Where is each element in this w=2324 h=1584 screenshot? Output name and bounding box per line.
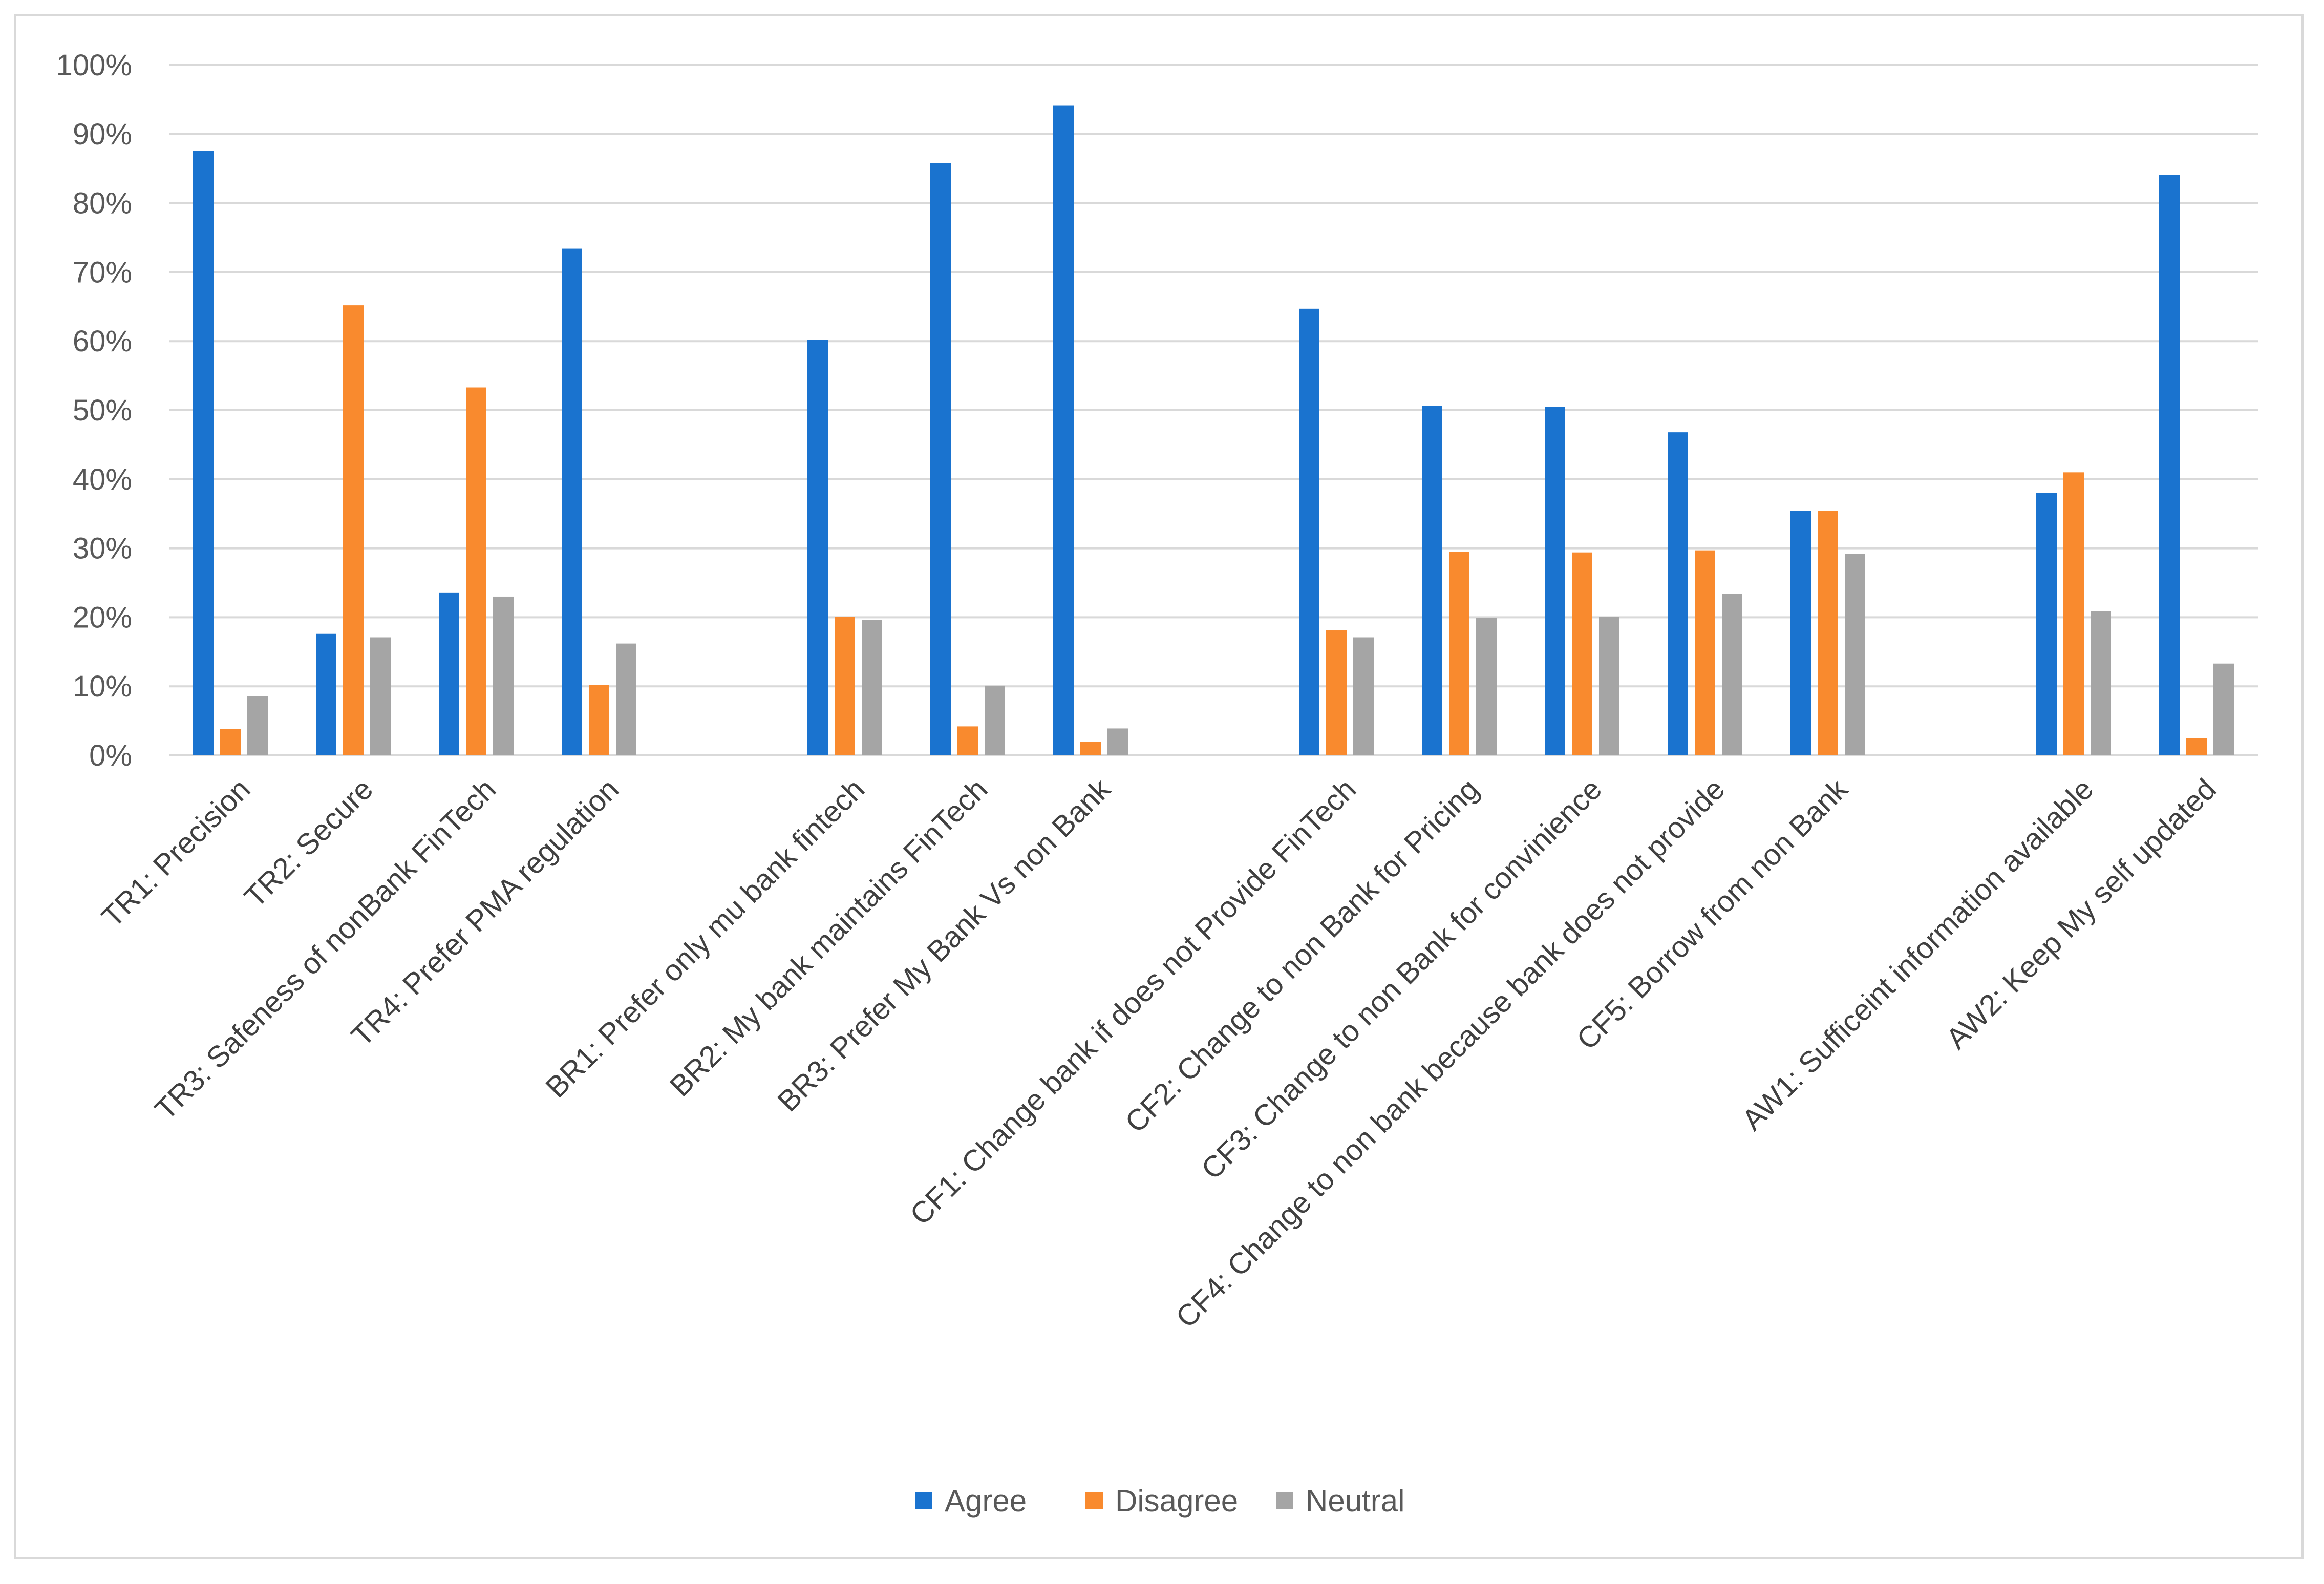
bar-agree xyxy=(2159,175,2180,755)
y-tick-label: 100% xyxy=(56,49,132,82)
bar-disagree xyxy=(1572,552,1592,755)
y-tick-label: 90% xyxy=(73,118,132,151)
bar-agree xyxy=(1299,308,1319,755)
bar-disagree xyxy=(1326,630,1347,755)
legend-label-agree: Agree xyxy=(945,1484,1027,1518)
bar-disagree xyxy=(220,729,241,755)
bar-agree xyxy=(1422,406,1442,755)
bar-disagree xyxy=(957,726,978,755)
bar-neutral xyxy=(2091,611,2111,755)
x-category-label: TR4: Prefer PMA regulation xyxy=(345,772,625,1052)
bar-disagree xyxy=(589,685,609,755)
bars xyxy=(193,105,2234,756)
bar-disagree xyxy=(466,387,486,755)
bar-neutral xyxy=(616,643,636,755)
y-tick-label: 30% xyxy=(73,532,132,565)
x-category-label: CF1: Change bank if does not Provide Fin… xyxy=(904,772,1362,1231)
gridlines xyxy=(169,64,2258,756)
bar-neutral xyxy=(1722,594,1742,755)
bar-neutral xyxy=(1353,637,1374,755)
bar-disagree xyxy=(1818,511,1838,755)
y-tick-label: 80% xyxy=(73,187,132,220)
bar-agree xyxy=(930,163,951,755)
bar-neutral xyxy=(370,637,391,755)
bar-disagree xyxy=(1449,552,1469,755)
bar-disagree xyxy=(343,305,364,755)
legend-swatch-neutral xyxy=(1276,1492,1293,1509)
y-tick-label: 40% xyxy=(73,463,132,496)
bar-agree xyxy=(1790,511,1811,755)
bar-disagree xyxy=(2186,738,2207,755)
x-category-label: TR1: Precision xyxy=(95,772,257,934)
bar-disagree xyxy=(1080,742,1101,755)
bar-disagree xyxy=(2063,472,2084,755)
bar-agree xyxy=(562,248,582,755)
legend-label-neutral: Neutral xyxy=(1306,1484,1404,1518)
bar-agree xyxy=(316,633,336,755)
bar-neutral xyxy=(493,596,514,755)
bar-neutral xyxy=(1107,728,1128,755)
legend: Agree Disagree Neutral xyxy=(915,1484,1404,1518)
bar-agree xyxy=(1053,105,1074,756)
bar-neutral xyxy=(862,620,882,755)
bar-neutral xyxy=(247,696,268,755)
y-tick-label: 10% xyxy=(73,670,132,703)
x-category-label: CF4: Change to non bank because bank doe… xyxy=(1169,772,1731,1334)
bar-neutral xyxy=(1599,617,1619,755)
legend-swatch-disagree xyxy=(1085,1492,1103,1509)
bar-agree xyxy=(807,340,828,755)
x-category-label: AW2: Keep My self updated xyxy=(1939,772,2223,1055)
bar-neutral xyxy=(1845,554,1865,755)
legend-label-disagree: Disagree xyxy=(1115,1484,1238,1518)
bar-disagree xyxy=(1695,550,1715,755)
bar-neutral xyxy=(1476,618,1497,755)
legend-swatch-agree xyxy=(915,1492,932,1509)
bar-agree xyxy=(2036,493,2057,755)
y-tick-label: 50% xyxy=(73,394,132,427)
bar-disagree xyxy=(835,617,855,755)
y-axis-tick-labels: 0% 10% 20% 30% 40% 50% 60% 70% 80% 90% 100% xyxy=(56,49,132,772)
bar-agree xyxy=(193,151,214,756)
bar-neutral xyxy=(985,685,1005,755)
y-tick-label: 0% xyxy=(89,739,132,772)
bar-agree xyxy=(439,592,459,755)
y-tick-label: 60% xyxy=(73,325,132,358)
bar-neutral xyxy=(2213,663,2234,755)
bar-agree xyxy=(1545,407,1565,755)
y-tick-label: 70% xyxy=(73,256,132,289)
bar-agree xyxy=(1668,432,1688,755)
y-tick-label: 20% xyxy=(73,601,132,634)
